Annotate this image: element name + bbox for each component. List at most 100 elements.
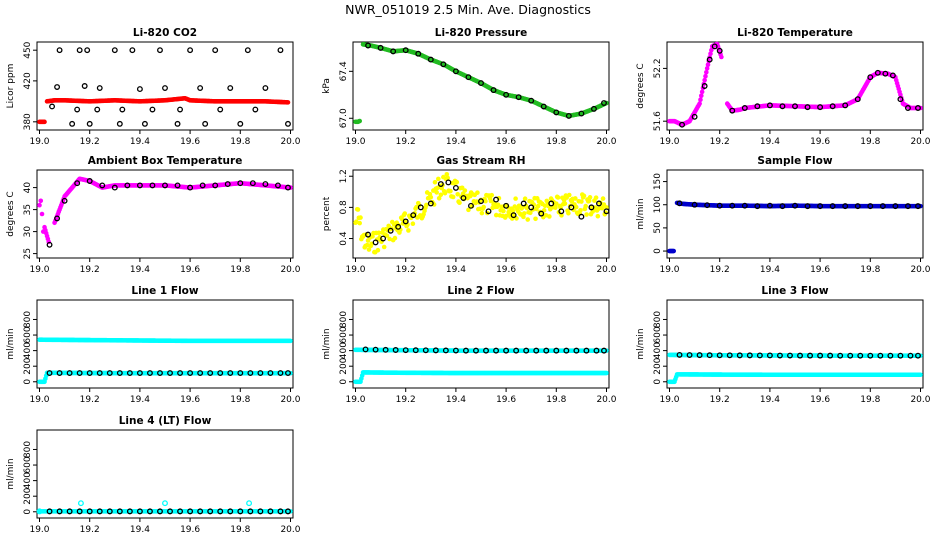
x-tick-label: 19.8 [230, 525, 250, 535]
data-point [897, 352, 904, 359]
data-point [837, 352, 844, 359]
data-point [716, 352, 723, 359]
series-rh [353, 171, 609, 255]
x-tick-label: 19.6 [496, 395, 516, 405]
data-point [452, 347, 459, 354]
panel-title: Li-820 Temperature [737, 27, 853, 39]
data-point [106, 508, 113, 515]
data-point [489, 192, 495, 198]
x-tick-label: 19.0 [29, 395, 49, 405]
x-tick-label: 19.8 [546, 395, 566, 405]
data-point [366, 247, 372, 252]
data-point [207, 370, 214, 376]
plot-frame [36, 41, 294, 131]
series-line1-flagged [46, 370, 291, 376]
data-point [244, 47, 251, 54]
data-point [515, 94, 522, 101]
series-box-temp-flagged [46, 178, 291, 248]
data-point [395, 223, 402, 230]
data-point [412, 347, 419, 354]
data-point [593, 195, 599, 200]
data-point [49, 103, 56, 110]
panel-8: Line 2 Flow ml/min 19.0 19.2 19.4 19.6 19.8 20.… [322, 285, 617, 405]
data-point [817, 104, 824, 111]
data-point [365, 42, 372, 49]
y-tick-label: 200 [339, 357, 349, 374]
data-point [424, 202, 429, 208]
data-point [187, 184, 194, 191]
y-tick-label: 52.2 [653, 58, 663, 78]
series-line2-upper [353, 347, 609, 353]
x-tick-label: 19.2 [80, 395, 100, 405]
data-point [406, 228, 411, 233]
data-point [485, 208, 492, 215]
y-tick-label: 420 [23, 72, 33, 89]
data-point [96, 85, 103, 91]
data-point [528, 210, 533, 216]
data-point [432, 179, 438, 185]
data-point [187, 508, 194, 515]
data-point [76, 47, 83, 54]
data-point [69, 120, 76, 127]
x-tick-label: 19.2 [710, 265, 730, 275]
y-tick-label: 30 [23, 226, 33, 238]
data-point [867, 74, 874, 81]
x-tick-label: 19.8 [546, 137, 566, 147]
data-point [882, 70, 889, 77]
data-point [410, 212, 417, 219]
data-point [827, 352, 834, 359]
x-tick-label: 19.4 [130, 137, 150, 147]
data-point [84, 47, 91, 54]
data-point [445, 179, 452, 186]
data-point [415, 50, 422, 57]
data-point [513, 196, 518, 201]
data-point [392, 235, 398, 241]
data-point [462, 347, 469, 354]
data-point [708, 51, 713, 57]
data-point [593, 347, 600, 354]
data-point [479, 210, 485, 216]
data-point [604, 370, 609, 376]
data-point [595, 213, 601, 219]
data-point [779, 103, 786, 110]
data-point [444, 171, 450, 177]
data-point [126, 370, 133, 376]
data-point [754, 103, 761, 110]
data-point [217, 106, 224, 113]
data-point [528, 97, 535, 104]
data-point [442, 190, 448, 196]
data-point [285, 370, 291, 376]
series-co2-continuous [37, 95, 291, 125]
data-point [842, 203, 849, 210]
data-point [448, 188, 453, 194]
data-point [528, 204, 535, 211]
data-point [202, 120, 209, 127]
data-point [887, 352, 894, 359]
data-point [246, 500, 253, 507]
y-tick-label: 150 [653, 173, 663, 190]
data-point [698, 97, 703, 102]
data-point [756, 352, 763, 359]
y-tick-label: 40 [23, 182, 33, 194]
data-point [696, 352, 703, 359]
data-point [434, 190, 439, 195]
data-point [402, 218, 409, 225]
data-point [111, 184, 118, 191]
data-point [807, 352, 814, 359]
data-point [437, 181, 444, 187]
data-point [535, 203, 541, 209]
data-point [483, 198, 488, 204]
data-point [493, 196, 500, 203]
y-tick-label: 0 [339, 379, 349, 385]
data-point [440, 61, 447, 68]
data-point [817, 352, 824, 359]
data-point [601, 100, 607, 106]
x-tick-label: 20.0 [910, 137, 930, 147]
data-point [38, 198, 44, 204]
data-point [601, 347, 607, 354]
data-point [237, 370, 244, 376]
data-point [277, 370, 284, 376]
y-axis-label: ml/min [6, 458, 16, 489]
data-point [436, 195, 442, 201]
data-point [174, 182, 181, 189]
